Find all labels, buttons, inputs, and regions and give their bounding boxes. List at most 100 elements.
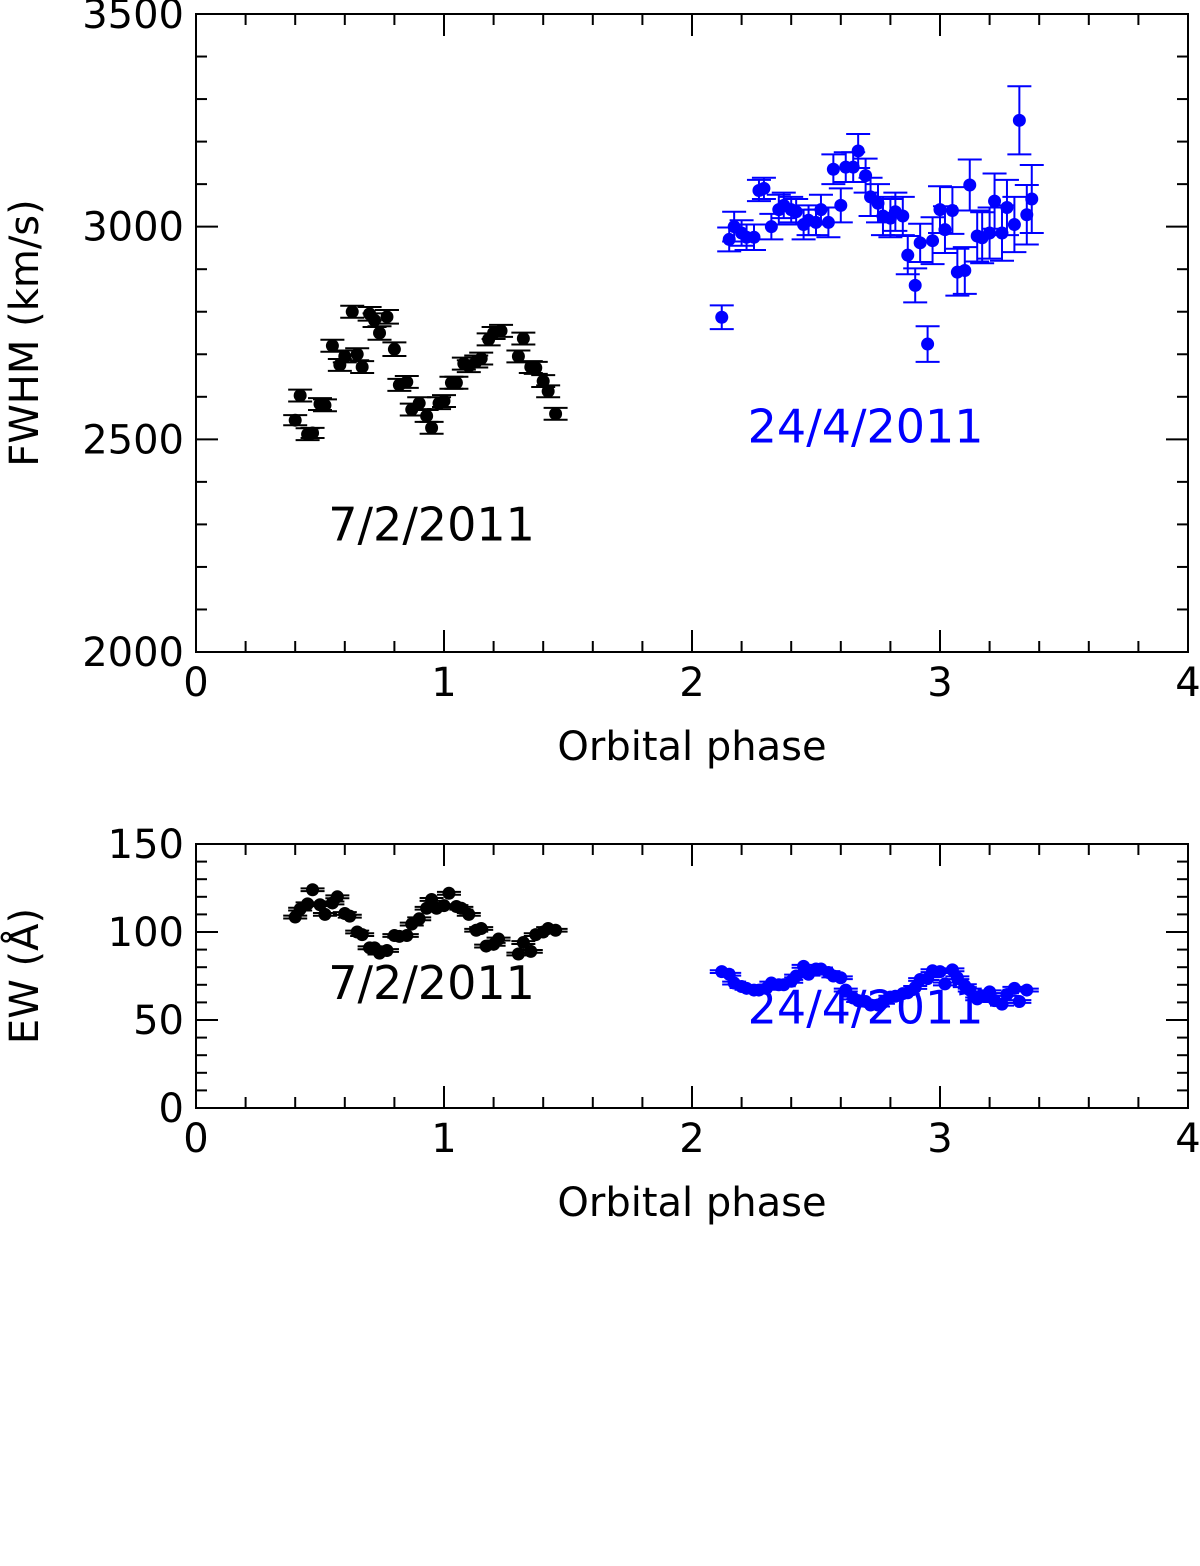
x-tick-label: 2 <box>679 1116 704 1162</box>
data-point <box>709 304 734 331</box>
data-point <box>828 187 853 224</box>
fwhm-panel: 0 1 2 3 4 2000 2500 3000 3500 Orbital phase FWHM… <box>2 0 1200 770</box>
point-marker <box>1007 218 1021 232</box>
data-point <box>523 360 548 375</box>
point-marker <box>789 205 803 219</box>
data-point <box>394 374 419 389</box>
data-point <box>742 223 766 252</box>
data-point <box>828 971 853 985</box>
data-point <box>436 886 461 900</box>
data-point <box>977 206 1002 260</box>
point-marker <box>995 226 1009 240</box>
data-point <box>751 176 776 201</box>
data-point <box>940 963 965 977</box>
fwhm-x-axis-label: Orbital phase <box>557 724 826 770</box>
point-marker <box>536 374 550 388</box>
data-point <box>903 267 928 304</box>
point-marker <box>896 209 910 223</box>
point-marker <box>524 944 538 958</box>
point-marker <box>474 352 488 366</box>
point-marker <box>325 339 339 353</box>
point-marker <box>350 347 364 361</box>
fwhm-data-points <box>283 85 1044 442</box>
fwhm-plot-frame <box>195 13 1189 653</box>
data-point <box>300 883 325 897</box>
x-tick-label: 3 <box>927 660 952 706</box>
data-point <box>784 198 809 226</box>
data-point <box>300 426 325 440</box>
ew-data-points <box>283 883 1039 1012</box>
point-marker <box>995 997 1009 1011</box>
point-marker <box>516 332 530 346</box>
x-tick-label: 4 <box>1175 1116 1200 1162</box>
fwhm-date-label-apr: 24/4/2011 <box>748 400 984 454</box>
data-point <box>518 944 543 958</box>
data-point <box>367 325 392 341</box>
data-point <box>920 216 945 266</box>
data-point <box>543 923 568 937</box>
point-marker <box>516 936 530 950</box>
data-point <box>469 921 494 935</box>
point-marker <box>834 198 848 212</box>
data-point <box>759 212 784 241</box>
point-marker <box>983 226 997 240</box>
data-point <box>414 408 439 423</box>
point-marker <box>306 883 320 897</box>
data-point <box>382 341 407 357</box>
point-marker <box>958 263 972 277</box>
x-tick-label: 1 <box>431 1116 456 1162</box>
data-series <box>283 304 568 442</box>
point-marker <box>764 220 778 234</box>
point-marker <box>318 907 332 921</box>
fwhm-date-label-feb: 7/2/2011 <box>328 497 535 551</box>
x-tick-label: 3 <box>927 1116 952 1162</box>
point-marker <box>400 375 414 389</box>
data-point <box>808 193 833 226</box>
point-marker <box>821 215 835 229</box>
data-point <box>1019 163 1044 235</box>
point-marker <box>437 394 451 408</box>
data-point <box>350 360 375 374</box>
y-tick-label: 150 <box>108 822 184 868</box>
point-marker <box>1020 208 1034 222</box>
point-marker <box>963 178 977 192</box>
point-marker <box>462 907 476 921</box>
point-marker <box>715 310 729 324</box>
point-marker <box>1020 983 1034 997</box>
data-point <box>915 325 940 363</box>
point-marker <box>474 921 488 935</box>
y-tick-label: 3500 <box>82 0 184 38</box>
point-marker <box>926 234 940 248</box>
data-point <box>337 909 362 923</box>
x-tick-label: 0 <box>183 1116 208 1162</box>
point-marker <box>442 886 456 900</box>
data-point <box>394 929 419 943</box>
data-point <box>1007 85 1032 156</box>
data-point <box>940 186 965 235</box>
point-marker <box>387 342 401 356</box>
ew-date-label-apr: 24/4/2011 <box>748 981 984 1035</box>
point-marker <box>938 977 952 991</box>
point-marker <box>1025 192 1039 206</box>
point-marker <box>330 890 344 904</box>
point-marker <box>988 194 1002 208</box>
y-tick-label: 100 <box>108 910 184 956</box>
data-point <box>325 890 350 904</box>
data-point <box>374 943 399 957</box>
y-tick-label: 50 <box>133 998 184 1044</box>
data-point <box>994 178 1019 237</box>
data-point <box>288 388 313 403</box>
x-tick-label: 4 <box>1175 660 1200 706</box>
data-series <box>283 883 568 961</box>
point-marker <box>722 232 736 246</box>
data-point <box>489 323 514 338</box>
point-marker <box>1012 113 1026 127</box>
data-point <box>419 420 444 435</box>
point-marker <box>412 396 426 410</box>
point-marker <box>373 326 387 340</box>
point-marker <box>859 169 873 183</box>
x-tick-label: 1 <box>431 660 456 706</box>
data-series <box>709 959 1039 1012</box>
fwhm-y-axis-label: FWHM (km/s) <box>2 199 48 467</box>
